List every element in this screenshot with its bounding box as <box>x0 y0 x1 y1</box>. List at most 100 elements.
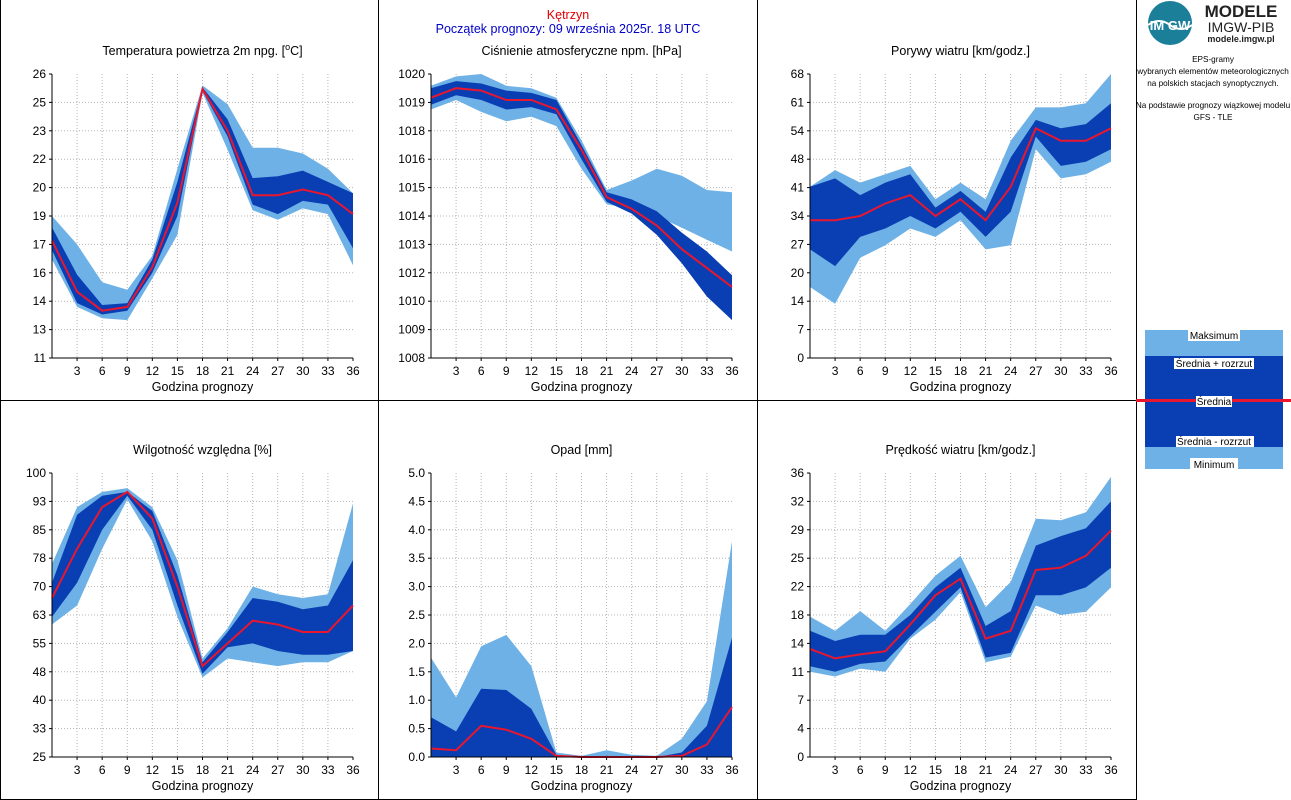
chart-temperature: Temperatura powietrza 2m npg. [oC] 11 13 14… <box>33 42 360 394</box>
y-tick-label: 36 <box>791 466 805 480</box>
grid <box>52 74 353 358</box>
x-tick-label: 27 <box>1029 763 1043 777</box>
y-tick-label: 1012 <box>398 266 425 280</box>
x-tick-label: 36 <box>1104 364 1118 378</box>
y-tick-label: 2.0 <box>408 636 425 650</box>
logo-subtitle: IMGW-PIB <box>1208 19 1275 35</box>
x-tick-label: 18 <box>575 364 589 378</box>
y-tick-label: 1019 <box>398 95 425 109</box>
x-tick-label: 24 <box>625 763 639 777</box>
y-tick-label: 22 <box>33 152 47 166</box>
x-tick-label: 15 <box>929 364 943 378</box>
chart-panels: Temperatura powietrza 2m npg. [oC] 11 13 14… <box>26 42 1118 793</box>
x-tick-label: 15 <box>171 763 185 777</box>
x-axis-label: Godzina prognozy <box>910 779 1012 793</box>
logo-title: MODELE <box>1205 2 1278 21</box>
x-tick-label: 30 <box>296 763 310 777</box>
x-tick-label: 12 <box>525 364 539 378</box>
x-tick-label: 36 <box>346 364 360 378</box>
x-tick-label: 27 <box>271 763 285 777</box>
y-tick-label: 25 <box>33 95 47 109</box>
chart-wind-speed: Prędkość wiatru [km/godz.] 0 4 7 11 14 18 22 25 2… <box>791 443 1118 793</box>
x-tick-label: 21 <box>600 364 614 378</box>
y-tick-label: 4.5 <box>408 494 425 508</box>
y-tick-label: 18 <box>791 608 805 622</box>
y-tick-label: 22 <box>791 580 805 594</box>
x-tick-label: 12 <box>146 763 160 777</box>
y-tick-label: 25 <box>791 551 805 565</box>
grid <box>810 473 1111 757</box>
y-tick-label: 100 <box>26 466 46 480</box>
x-tick-label: 15 <box>171 364 185 378</box>
band-spread <box>52 491 353 674</box>
x-tick-label: 12 <box>904 763 918 777</box>
wave-icon <box>1147 20 1193 30</box>
station-title: Kętrzyn <box>547 8 589 22</box>
y-tick-label: 3.5 <box>408 551 425 565</box>
chart-title: Porywy wiatru [km/godz.] <box>891 44 1030 58</box>
x-tick-label: 18 <box>575 763 589 777</box>
mean-line <box>51 86 354 312</box>
y-tick-label: 1.0 <box>408 693 425 707</box>
x-tick-label: 27 <box>650 763 664 777</box>
x-tick-label: 33 <box>700 763 714 777</box>
x-tick-label: 33 <box>700 364 714 378</box>
y-tick-label: 63 <box>33 608 47 622</box>
x-tick-label: 9 <box>124 763 131 777</box>
x-tick-label: 21 <box>600 763 614 777</box>
x-tick-label: 6 <box>478 763 485 777</box>
x-tick-label: 3 <box>74 763 81 777</box>
x-tick-label: 18 <box>196 364 210 378</box>
mean-line <box>810 126 1112 222</box>
legend-label-bg-min <box>1190 458 1238 469</box>
legend-label-mean-minus: Średnia - rozrzut <box>1177 435 1251 448</box>
x-tick-label: 24 <box>246 763 260 777</box>
y-tick-label: 1009 <box>398 323 425 337</box>
x-tick-label: 30 <box>1054 364 1068 378</box>
x-tick-label: 9 <box>882 364 889 378</box>
legend-label-min: Minimum <box>1194 460 1235 471</box>
x-tick-label: 36 <box>346 763 360 777</box>
x-tick-label: 21 <box>979 364 993 378</box>
x-tick-label: 24 <box>246 364 260 378</box>
x-tick-label: 9 <box>124 364 131 378</box>
y-tick-label: 25 <box>33 750 47 764</box>
legend-label-bg-max <box>1188 330 1240 341</box>
x-tick-label: 30 <box>1054 763 1068 777</box>
y-tick-label: 70 <box>33 580 47 594</box>
y-tick-label: 1015 <box>398 181 425 195</box>
y-tick-label: 2.5 <box>408 608 425 622</box>
grid <box>431 473 732 757</box>
x-tick-label: 21 <box>221 763 235 777</box>
x-tick-label: 15 <box>929 763 943 777</box>
y-tick-label: 33 <box>33 722 47 736</box>
x-tick-label: 30 <box>296 364 310 378</box>
y-tick-label: 0 <box>797 351 804 365</box>
title-tail: C] <box>290 44 303 58</box>
y-tick-label: 54 <box>791 124 805 138</box>
x-tick-label: 36 <box>725 763 739 777</box>
y-tick-label: 14 <box>33 294 47 308</box>
y-tick-label: 20 <box>791 266 805 280</box>
band-spread <box>431 637 732 757</box>
y-tick-label: 48 <box>33 665 47 679</box>
chart-pressure: Ciśnienie atmosferyczne npm. [hPa] 1008 10… <box>398 44 739 394</box>
chart-title: Ciśnienie atmosferyczne npm. [hPa] <box>481 44 681 58</box>
chart-title: Temperatura powietrza 2m npg. [oC] <box>102 42 302 58</box>
y-tick-label: 0 <box>797 750 804 764</box>
x-axis-label: Godzina prognozy <box>531 380 633 394</box>
y-tick-label: 14 <box>791 294 805 308</box>
legend-label-mean: Średnia <box>1197 395 1232 408</box>
x-tick-label: 12 <box>525 763 539 777</box>
x-tick-label: 12 <box>904 364 918 378</box>
y-tick-label: 1018 <box>398 124 425 138</box>
x-tick-label: 24 <box>1004 763 1018 777</box>
y-tick-label: 0.5 <box>408 722 425 736</box>
band-min-max <box>431 74 732 252</box>
imgw-logo: IM GW MODELE IMGW-PIB modele.imgw.pl <box>1147 1 1278 45</box>
x-axis-label: Godzina prognozy <box>152 779 254 793</box>
y-tick-label: 1008 <box>398 351 425 365</box>
y-tick-label: 5.0 <box>408 466 425 480</box>
chart-title: Prędkość wiatru [km/godz.] <box>885 443 1035 457</box>
